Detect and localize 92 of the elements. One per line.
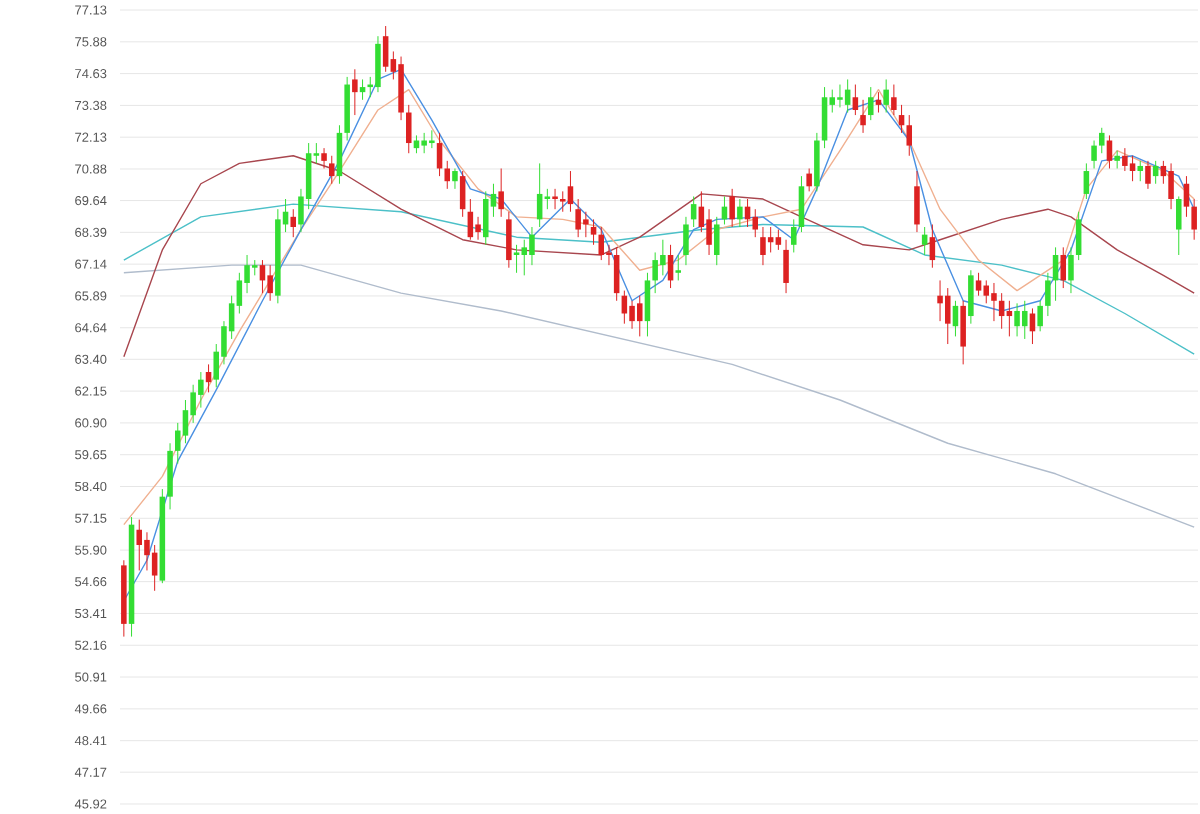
candlestick [737, 198, 743, 228]
candlestick [452, 167, 458, 190]
line-series [123, 88, 1195, 526]
candlestick [182, 399, 189, 444]
candlestick [151, 544, 158, 592]
candlestick [914, 170, 920, 233]
candlestick [421, 132, 427, 154]
candlestick [675, 254, 682, 281]
candlestick [1083, 162, 1090, 200]
candlestick [1098, 127, 1105, 154]
candlestick [706, 208, 712, 256]
candlestick [321, 147, 327, 169]
candlestick [660, 239, 666, 276]
candlestick [575, 198, 581, 238]
candlestick [1191, 198, 1197, 241]
candlestick [821, 86, 828, 149]
candlestick [937, 279, 943, 322]
candlestick [906, 114, 913, 157]
candlestick [613, 246, 620, 302]
candlestick [713, 216, 720, 266]
candlestick [883, 78, 889, 114]
line-series [123, 264, 1195, 528]
candlestick [444, 160, 451, 190]
candlestick [960, 300, 966, 365]
candlestick [475, 216, 481, 241]
candlestick [136, 519, 143, 571]
candlestick [382, 25, 389, 73]
candlestick [790, 218, 797, 253]
candlestick [991, 282, 997, 322]
candlestick [760, 226, 766, 266]
candlestick [968, 269, 974, 325]
candlestick [852, 84, 859, 116]
candlestick [529, 226, 535, 266]
candlestick [652, 251, 658, 294]
candlestick [1014, 302, 1020, 337]
candlestick [1037, 300, 1043, 332]
candlestick [498, 167, 504, 218]
candlestick [806, 167, 812, 192]
candlestick [198, 371, 204, 409]
candlestick [336, 124, 343, 185]
candlestick [1060, 246, 1067, 289]
candlestick [814, 132, 820, 192]
candlestick [1045, 272, 1051, 317]
candlestick [405, 104, 412, 154]
candlestick [328, 155, 335, 185]
candlestick [521, 239, 528, 276]
candlestick [552, 188, 558, 210]
candlestick [290, 208, 297, 238]
candlestick [621, 290, 628, 325]
candlestick [1122, 147, 1128, 172]
candlestick [559, 190, 566, 213]
candlestick [867, 86, 874, 121]
candlestick [352, 68, 358, 116]
candlestick [1145, 160, 1151, 190]
candlestick [860, 99, 866, 134]
candlestick [983, 279, 990, 304]
candlestick [1175, 195, 1182, 256]
candlestick [1183, 175, 1190, 218]
candlestick [629, 300, 635, 330]
candlestick [798, 175, 805, 233]
candlestick [459, 170, 466, 218]
candlestick [891, 84, 897, 116]
candlestick [144, 531, 150, 571]
candlestick [775, 229, 782, 251]
candlestick [567, 170, 574, 213]
candlestick [506, 211, 512, 269]
candlestick [1129, 155, 1136, 182]
candlestick [1068, 246, 1074, 294]
candlestick [1091, 140, 1097, 169]
candlestick [267, 264, 273, 302]
candlestick [1021, 300, 1028, 340]
candlestick [729, 188, 735, 228]
line-series [123, 203, 1195, 355]
candlestick [1168, 162, 1174, 210]
candlestick [752, 208, 759, 238]
candlestick [944, 287, 951, 345]
candlestick [598, 226, 605, 261]
candlestick [167, 442, 173, 510]
candlestick [644, 272, 651, 337]
candlestick [1075, 211, 1082, 261]
candlestick [375, 35, 381, 93]
candlestick [783, 239, 789, 294]
candlestick [837, 84, 843, 108]
candlestick [683, 216, 689, 266]
candlestick [482, 190, 489, 246]
candlestick [513, 244, 520, 274]
candlestick [975, 272, 982, 297]
candlestick [636, 295, 643, 337]
candlestick [583, 211, 589, 238]
candlestick [590, 218, 597, 246]
candlestick [1137, 160, 1144, 182]
candlestick [929, 223, 936, 269]
